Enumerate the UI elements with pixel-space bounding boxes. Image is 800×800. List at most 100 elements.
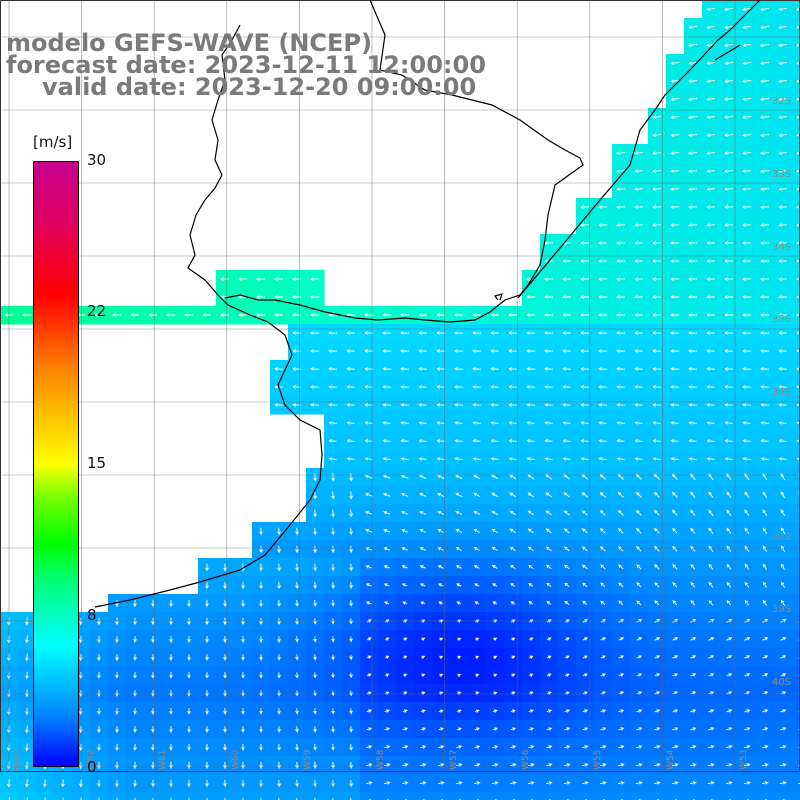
wind-arrow bbox=[184, 313, 193, 317]
wind-arrow bbox=[616, 313, 625, 317]
wind-arrow bbox=[385, 637, 390, 641]
wind-cell bbox=[792, 738, 800, 757]
wind-arrow bbox=[187, 708, 191, 715]
wind-arrow bbox=[383, 528, 391, 533]
wind-arrow bbox=[724, 421, 733, 425]
wind-arrow bbox=[527, 510, 534, 516]
wind-arrow bbox=[528, 781, 535, 785]
wind-arrow bbox=[492, 601, 498, 605]
wind-arrow bbox=[598, 295, 607, 299]
wind-arrow bbox=[544, 457, 553, 461]
wind-arrow bbox=[418, 313, 427, 317]
wind-arrow bbox=[529, 655, 534, 659]
wind-arrow bbox=[564, 727, 571, 731]
wind-arrow bbox=[617, 509, 624, 516]
wind-arrow bbox=[670, 421, 679, 425]
wind-arrow bbox=[598, 259, 608, 263]
wind-arrow bbox=[310, 295, 319, 299]
wind-arrow bbox=[670, 385, 679, 389]
wind-arrow bbox=[581, 492, 588, 498]
wind-arrow bbox=[652, 421, 661, 425]
wind-arrow bbox=[636, 527, 642, 534]
wind-arrow bbox=[760, 133, 770, 138]
wind-arrow bbox=[652, 295, 661, 299]
wind-arrow bbox=[636, 546, 642, 552]
wind-arrow bbox=[688, 187, 698, 191]
wind-arrow bbox=[510, 781, 517, 785]
wind-arrow bbox=[724, 349, 733, 353]
wind-arrow bbox=[346, 349, 355, 353]
wind-arrow bbox=[652, 187, 662, 191]
wind-cell bbox=[54, 792, 73, 800]
wind-arrow bbox=[672, 709, 679, 713]
wind-arrow bbox=[636, 709, 643, 713]
wind-arrow bbox=[672, 527, 678, 534]
wind-arrow bbox=[672, 781, 679, 785]
wind-arrow bbox=[169, 779, 173, 788]
wind-arrow bbox=[600, 745, 607, 749]
wind-arrow bbox=[546, 727, 553, 731]
wind-arrow bbox=[582, 709, 589, 713]
wind-arrow bbox=[367, 655, 372, 659]
wind-arrow bbox=[580, 331, 590, 335]
wind-arrow bbox=[401, 583, 408, 587]
wind-arrow bbox=[670, 439, 679, 443]
wind-arrow bbox=[475, 655, 480, 660]
wind-arrow bbox=[562, 403, 571, 407]
wind-cell bbox=[792, 630, 800, 649]
wind-arrow bbox=[670, 151, 680, 156]
wind-arrow bbox=[350, 797, 352, 800]
wind-arrow bbox=[796, 241, 800, 245]
longitude-labels: W63 W62 W61 W60 W59 W58 W57 W56 W55 W54 … bbox=[13, 749, 749, 770]
wind-arrow bbox=[421, 637, 426, 641]
wind-arrow bbox=[313, 744, 317, 751]
wind-arrow bbox=[726, 581, 732, 588]
wind-arrow bbox=[310, 277, 320, 281]
wind-arrow bbox=[475, 637, 480, 642]
wind-arrow bbox=[455, 510, 463, 515]
wind-cell bbox=[792, 558, 800, 577]
wind-arrow bbox=[796, 7, 800, 12]
wind-cell bbox=[594, 792, 613, 800]
wind-arrow bbox=[724, 223, 734, 227]
wind-arrow bbox=[670, 205, 680, 209]
wind-arrow bbox=[762, 691, 769, 695]
wind-arrow bbox=[490, 439, 499, 443]
wind-arrow bbox=[672, 600, 678, 606]
wind-arrow bbox=[742, 259, 752, 263]
wind-arrow bbox=[313, 527, 317, 536]
wind-arrow bbox=[688, 349, 697, 353]
wind-arrow bbox=[778, 25, 787, 30]
wind-arrow bbox=[690, 727, 697, 731]
wind-arrow bbox=[742, 331, 752, 335]
wind-arrow bbox=[241, 708, 245, 715]
wind-cell bbox=[756, 792, 775, 800]
wind-arrow bbox=[508, 403, 517, 407]
wind-arrow bbox=[599, 564, 606, 570]
wind-arrow bbox=[760, 277, 770, 281]
wind-arrow bbox=[780, 527, 786, 535]
wind-arrow bbox=[349, 563, 353, 572]
wind-arrow bbox=[616, 205, 626, 209]
wind-arrow bbox=[742, 403, 751, 407]
wind-cell bbox=[144, 792, 163, 800]
wind-arrow bbox=[726, 709, 733, 713]
wind-arrow bbox=[564, 709, 570, 713]
wind-arrow bbox=[508, 349, 517, 353]
wind-arrow bbox=[366, 781, 373, 785]
lon-label: W58 bbox=[376, 749, 386, 770]
wind-arrow bbox=[654, 727, 661, 731]
wind-arrow bbox=[241, 654, 245, 661]
wind-arrow bbox=[454, 439, 463, 443]
lat-label: 38S bbox=[772, 532, 791, 543]
wind-arrow bbox=[526, 439, 535, 443]
wind-arrow bbox=[420, 781, 427, 785]
wind-arrow bbox=[652, 349, 661, 353]
wind-arrow bbox=[472, 385, 481, 389]
wind-arrow bbox=[562, 259, 572, 263]
wind-arrow bbox=[438, 781, 445, 785]
lon-label: W53 bbox=[739, 750, 749, 770]
wind-arrow bbox=[562, 295, 571, 299]
wind-arrow bbox=[706, 115, 716, 120]
wind-arrow bbox=[796, 169, 800, 173]
